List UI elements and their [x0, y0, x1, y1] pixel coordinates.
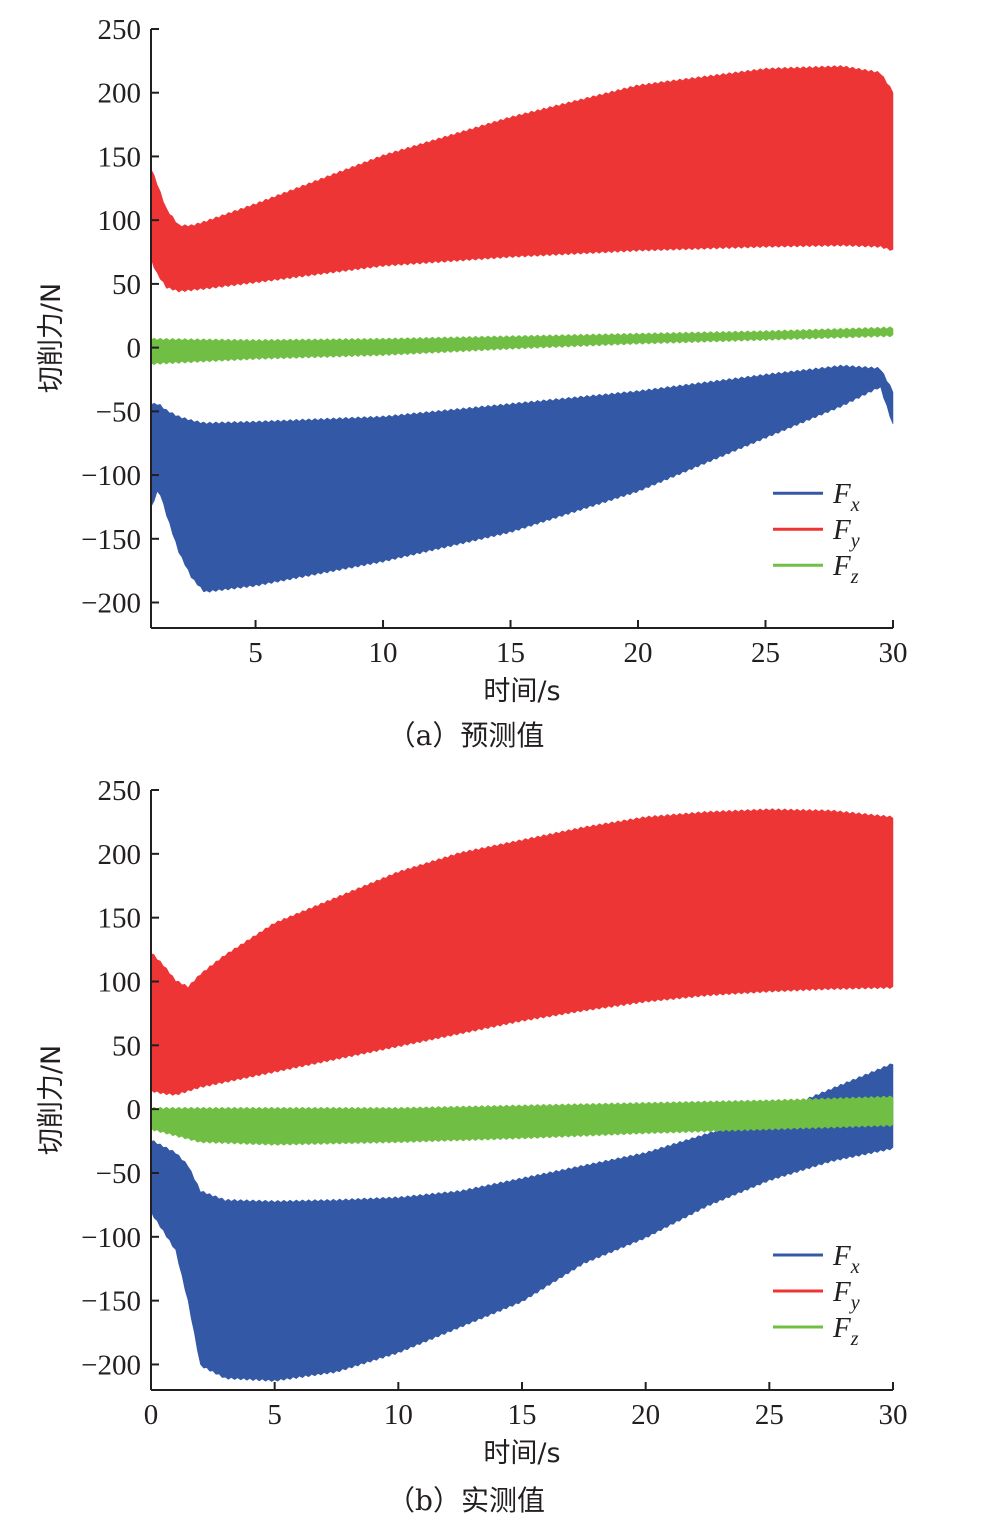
panel-b-y-axis-title: 切削力/N — [36, 1045, 67, 1155]
panel-a-legend-label-fz: Fz — [832, 550, 859, 588]
panel-b-legend-label-fx: Fx — [832, 1240, 860, 1278]
panel-a-series-layer — [150, 64, 894, 593]
panel-a-legend-label-fx: Fx — [832, 478, 860, 516]
panel-b-x-tick-label: 5 — [267, 1399, 282, 1431]
panel-a-caption: （a）预测值 — [388, 719, 545, 752]
panel-a-y-axis-title: 切削力/N — [36, 283, 67, 393]
panel-a-y-tick-label: −200 — [81, 588, 141, 620]
panel-b-series-layer — [150, 808, 894, 1382]
panel-b-y-tick-label: −150 — [81, 1286, 141, 1318]
panel-b-series-fx-band — [150, 1063, 894, 1382]
panel-a-x-tick-label: 30 — [879, 637, 908, 669]
panel-a-series-fy-band — [150, 64, 894, 293]
panel-b-y-tick-label: 250 — [98, 775, 142, 807]
panel-a-x-tick-label: 5 — [248, 637, 263, 669]
panel-b-series-fz-band — [150, 1095, 894, 1146]
panel-a-y-tick-label: −150 — [81, 524, 141, 556]
panel-a-x-tick-label: 25 — [751, 637, 780, 669]
panel-a-legend-label-fy: Fy — [832, 514, 860, 552]
panel-a-axes: 250 200 150 100 50 0 −50 −100 −150 −200 5 10 15 20 25 3… — [81, 14, 907, 669]
panel-b-y-tick-label: −50 — [96, 1158, 141, 1190]
panel-b-y-tick-label: 150 — [98, 903, 142, 935]
panel-b-x-tick-label: 20 — [631, 1399, 660, 1431]
panel-b-x-tick-label: 10 — [384, 1399, 413, 1431]
panel-b-y-tick-label: 50 — [112, 1030, 141, 1062]
panel-a-x-tick-label: 10 — [369, 637, 398, 669]
panel-a-y-tick-label: 100 — [98, 205, 142, 237]
panel-a-y-tick-label: 250 — [98, 14, 142, 46]
panel-a-series-fx-band — [150, 364, 894, 593]
panel-b-x-tick-label: 15 — [508, 1399, 537, 1431]
panel-a-y-tick-label: 0 — [127, 333, 142, 365]
panel-a-x-tick-label: 15 — [496, 637, 525, 669]
panel-b-x-axis-title: 时间/s — [483, 1438, 560, 1469]
panel-a-y-tick-label: 150 — [98, 141, 142, 173]
panel-a-x-axis-title: 时间/s — [483, 676, 560, 707]
panel-b-x-tick-label: 30 — [879, 1399, 908, 1431]
panel-b-x-tick-label: 0 — [144, 1399, 159, 1431]
panel-a-series-fz-band — [150, 326, 894, 366]
panel-a-y-tick-label: −100 — [81, 460, 141, 492]
panel-a-y-tick-label: 200 — [98, 78, 142, 110]
panel-a-y-tick-label: −50 — [96, 396, 141, 428]
panel-b-y-tick-label: 0 — [127, 1094, 142, 1126]
panel-a-x-tick-label: 20 — [624, 637, 653, 669]
panel-b-legend-label-fz: Fz — [832, 1312, 859, 1350]
panel-b-x-tick-label: 25 — [755, 1399, 784, 1431]
panel-b-y-tick-label: −200 — [81, 1349, 141, 1381]
panel-b-caption: （b）实测值 — [387, 1484, 545, 1517]
panel-b-y-tick-label: 200 — [98, 839, 142, 871]
panel-b-series-fy-band — [150, 808, 894, 1096]
panel-b-y-tick-label: 100 — [98, 966, 142, 998]
panel-a-y-tick-label: 50 — [112, 269, 141, 301]
panel-b-y-tick-label: −100 — [81, 1222, 141, 1254]
panel-b-legend-label-fy: Fy — [832, 1276, 860, 1314]
panel-a-predicted: 250 200 150 100 50 0 −50 −100 −150 −200 5 10 15 20 25 3… — [36, 14, 908, 752]
